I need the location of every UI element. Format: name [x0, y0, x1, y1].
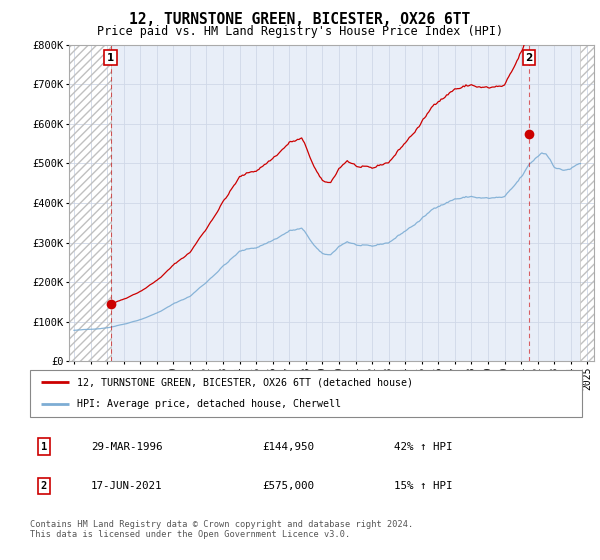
Text: 29-MAR-1996: 29-MAR-1996 — [91, 442, 162, 451]
Text: 2: 2 — [41, 481, 47, 491]
Text: 12, TURNSTONE GREEN, BICESTER, OX26 6TT: 12, TURNSTONE GREEN, BICESTER, OX26 6TT — [130, 12, 470, 27]
Bar — [580, 45, 594, 361]
FancyBboxPatch shape — [30, 370, 582, 417]
Bar — [69, 45, 110, 361]
Text: 12, TURNSTONE GREEN, BICESTER, OX26 6TT (detached house): 12, TURNSTONE GREEN, BICESTER, OX26 6TT … — [77, 377, 413, 388]
Text: 1: 1 — [41, 442, 47, 451]
Text: 2: 2 — [525, 53, 532, 63]
Text: £575,000: £575,000 — [262, 481, 314, 491]
Bar — [580, 45, 594, 361]
Text: Price paid vs. HM Land Registry's House Price Index (HPI): Price paid vs. HM Land Registry's House … — [97, 25, 503, 38]
Text: HPI: Average price, detached house, Cherwell: HPI: Average price, detached house, Cher… — [77, 399, 341, 409]
Text: 15% ↑ HPI: 15% ↑ HPI — [394, 481, 453, 491]
Text: 1: 1 — [107, 53, 114, 63]
Text: 17-JUN-2021: 17-JUN-2021 — [91, 481, 162, 491]
Text: £144,950: £144,950 — [262, 442, 314, 451]
Bar — [69, 45, 110, 361]
Text: Contains HM Land Registry data © Crown copyright and database right 2024.
This d: Contains HM Land Registry data © Crown c… — [30, 520, 413, 539]
Text: 42% ↑ HPI: 42% ↑ HPI — [394, 442, 453, 451]
